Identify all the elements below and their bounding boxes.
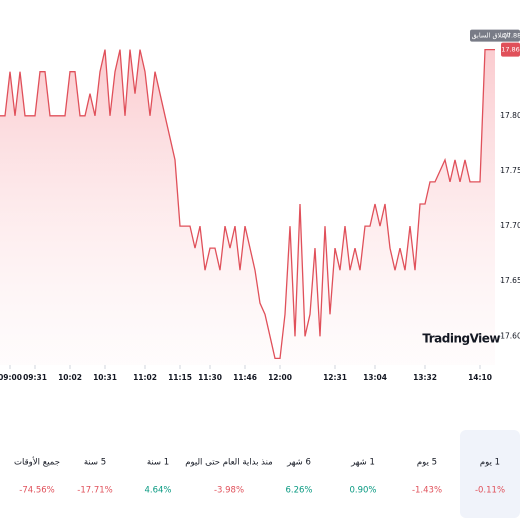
x-tick-label: 11:46 (233, 373, 257, 382)
x-tick-label: 10:31 (93, 373, 117, 382)
x-tick-label: 10:02 (58, 373, 82, 382)
prev-close-value: 17.88 (503, 32, 520, 40)
last-price-value: 17.86 (501, 46, 520, 54)
period-label[interactable]: 1 سنة (147, 458, 169, 468)
x-tick-label: 12:00 (268, 373, 292, 382)
period-change: 4.64% (144, 486, 171, 496)
period-label[interactable]: جميع الأوقات (14, 457, 60, 468)
period-label[interactable]: 1 شهر (350, 458, 375, 468)
prev-close-label: الإغلاق السابق (472, 32, 511, 40)
x-tick-label: 13:32 (413, 373, 437, 382)
period-change: 0.90% (349, 486, 376, 496)
period-label[interactable]: منذ بداية العام حتى اليوم (185, 458, 272, 468)
period-label[interactable]: 5 سنة (84, 458, 106, 468)
x-tick-label: 12:31 (323, 373, 347, 382)
x-tick-label: 09:00 (0, 373, 22, 382)
y-tick-label: 17.65 (500, 276, 520, 285)
period-label[interactable]: 5 يوم (417, 458, 437, 468)
period-change: -1.43% (412, 486, 442, 496)
x-tick-label: 13:04 (363, 373, 387, 382)
y-tick-label: 17.70 (500, 221, 520, 230)
x-tick-label: 09:31 (23, 373, 47, 382)
prev-close-tag (470, 29, 520, 42)
period-change: -0.11% (475, 486, 505, 496)
price-line (0, 48, 495, 360)
x-tick-label: 11:02 (133, 373, 157, 382)
x-tick-label: 14:10 (468, 373, 492, 382)
x-tick-label: 11:15 (168, 373, 192, 382)
area-fill (0, 49, 495, 365)
period-change: -17.71% (77, 486, 112, 496)
y-tick-label: 17.60 (500, 331, 520, 340)
period-change: -74.56% (19, 486, 54, 496)
y-tick-label: 17.80 (500, 111, 520, 120)
period-change: -3.98% (214, 486, 244, 496)
last-price-tag (501, 42, 520, 57)
x-tick-label: 11:30 (198, 373, 222, 382)
period-label[interactable]: 1 يوم (480, 458, 500, 468)
period-change: 6.26% (285, 486, 312, 496)
period-label[interactable]: 6 شهر (286, 458, 311, 468)
y-tick-label: 17.75 (500, 166, 520, 175)
logo: TradingView (422, 332, 500, 346)
selected-period-bg (460, 430, 520, 518)
